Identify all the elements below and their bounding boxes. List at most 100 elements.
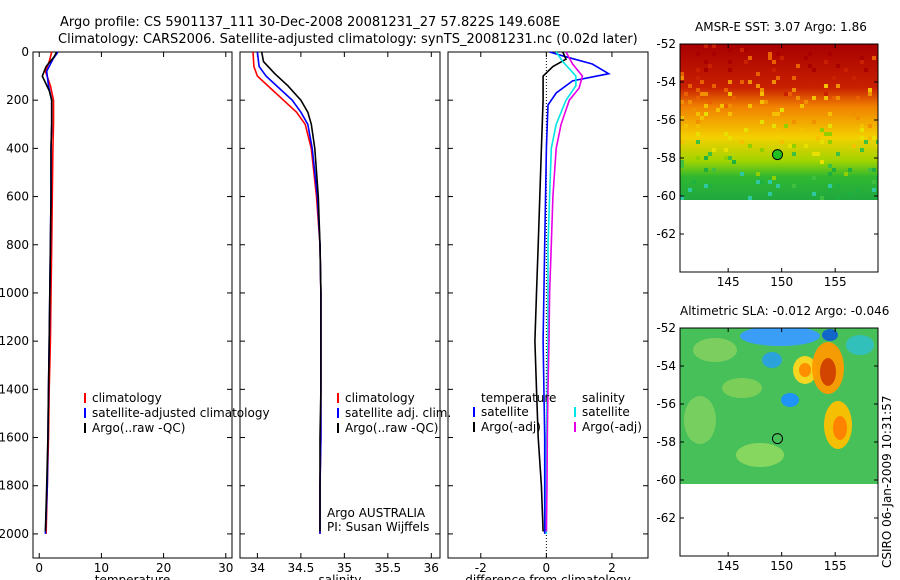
- sst-pixel: [732, 96, 736, 100]
- map-y-tick-label: -54: [656, 359, 676, 373]
- sst-pixel: [688, 84, 692, 88]
- sst-pixel: [804, 144, 808, 148]
- series-line-argo-raw-qc-: [260, 51, 322, 532]
- sst-pixel: [764, 100, 768, 104]
- map-x-tick-label: 150: [770, 559, 793, 573]
- sst-pixel: [784, 92, 788, 96]
- sst-pixel: [876, 140, 878, 144]
- sst-pixel: [748, 144, 752, 148]
- map-x-tick-label: 155: [824, 559, 847, 573]
- legend-label: satellite: [481, 405, 529, 419]
- sst-pixel: [696, 124, 700, 128]
- sst-pixel: [748, 56, 752, 60]
- sst-pixel: [860, 128, 864, 132]
- sst-pixel: [732, 160, 736, 164]
- sst-pixel: [724, 156, 728, 160]
- sst-pixel: [736, 44, 740, 48]
- map-y-tick-label: -62: [656, 227, 676, 241]
- sst-pixel: [816, 136, 820, 140]
- legend-label: Argo(..raw -QC): [345, 421, 438, 435]
- sst-pixel: [692, 180, 696, 184]
- sst-pixel: [768, 112, 772, 116]
- sst-pixel: [708, 64, 712, 68]
- map-x-tick-label: 155: [824, 275, 847, 289]
- map-y-tick-label: -60: [656, 189, 676, 203]
- map-x-tick-label: 145: [717, 275, 740, 289]
- x-axis-label: temperature: [95, 573, 170, 580]
- sst-pixel: [856, 116, 860, 120]
- sst-pixel: [792, 88, 796, 92]
- sst-pixel: [836, 84, 840, 88]
- map-y-tick-label: -56: [656, 113, 676, 127]
- sst-pixel: [836, 196, 840, 200]
- sst-pixel: [776, 112, 780, 116]
- sst-pixel: [704, 184, 708, 188]
- sst-pixel: [684, 92, 688, 96]
- sst-pixel: [792, 76, 796, 80]
- sst-pixel: [756, 84, 760, 88]
- sst-pixel: [756, 172, 760, 176]
- sst-pixel: [864, 68, 868, 72]
- sst-pixel: [684, 124, 688, 128]
- sst-pixel: [812, 192, 816, 196]
- sst-pixel: [828, 112, 832, 116]
- map-y-tick-label: -52: [656, 321, 676, 335]
- sst-pixel: [876, 112, 878, 116]
- sst-pixel: [820, 128, 824, 132]
- sst-pixel: [688, 100, 692, 104]
- sst-pixel: [816, 152, 820, 156]
- sst-map-title: AMSR-E SST: 3.07 Argo: 1.86: [695, 20, 867, 34]
- float-pi-label: PI: Susan Wijffels: [327, 520, 429, 534]
- sst-pixel: [812, 176, 816, 180]
- sst-pixel: [800, 128, 804, 132]
- sst-pixel: [724, 88, 728, 92]
- sst-pixel: [872, 136, 876, 140]
- figure-title-line1: Argo profile: CS 5901137_111 30-Dec-2008…: [60, 15, 560, 30]
- sst-pixel: [792, 120, 796, 124]
- sst-pixel: [704, 104, 708, 108]
- sst-pixel: [864, 140, 868, 144]
- sst-pixel: [680, 116, 684, 120]
- legend-label: Argo(..raw -QC): [92, 421, 185, 435]
- sst-pixel: [868, 124, 872, 128]
- map-y-tick-label: -58: [656, 151, 676, 165]
- legend-label: satellite-adjusted climatology: [92, 406, 270, 420]
- map-y-tick-label: -52: [656, 37, 676, 51]
- sla-eddy: [693, 338, 737, 362]
- sst-pixel: [824, 60, 828, 64]
- sst-pixel: [704, 112, 708, 116]
- sst-pixel: [760, 92, 764, 96]
- series-line-salinity-satellite: [545, 51, 577, 534]
- series-line-salinity-argo-adj-: [545, 51, 584, 532]
- sst-pixel: [680, 160, 684, 164]
- sst-pixel: [760, 148, 764, 152]
- sst-pixel: [700, 80, 704, 84]
- sst-pixel: [852, 112, 856, 116]
- sst-pixel: [724, 104, 728, 108]
- sst-pixel: [828, 172, 832, 176]
- sst-pixel: [712, 148, 716, 152]
- sla-eddy: [781, 393, 799, 407]
- sst-pixel: [820, 160, 824, 164]
- sst-pixel: [836, 64, 840, 68]
- legend-label: satellite: [582, 405, 630, 419]
- sla-eddy: [684, 396, 716, 444]
- sst-pixel: [820, 140, 824, 144]
- x-tick-label: 36: [424, 561, 439, 575]
- sla-argo-marker: [771, 433, 783, 445]
- sst-pixel: [740, 48, 744, 52]
- sst-pixel: [704, 44, 708, 48]
- y-tick-label: 1000: [0, 286, 29, 300]
- sst-pixel: [852, 144, 856, 148]
- sst-pixel: [788, 92, 792, 96]
- sst-argo-marker: [771, 149, 783, 161]
- sla-eddy: [822, 329, 838, 341]
- sst-pixel: [700, 116, 704, 120]
- sst-pixel: [792, 184, 796, 188]
- sst-pixel: [792, 152, 796, 156]
- sst-pixel: [712, 84, 716, 88]
- sst-pixel: [696, 44, 700, 48]
- sst-map: AMSR-E SST: 3.07 Argo: 1.86 145 150 155 -52…: [656, 20, 879, 289]
- sst-pixel: [680, 72, 684, 76]
